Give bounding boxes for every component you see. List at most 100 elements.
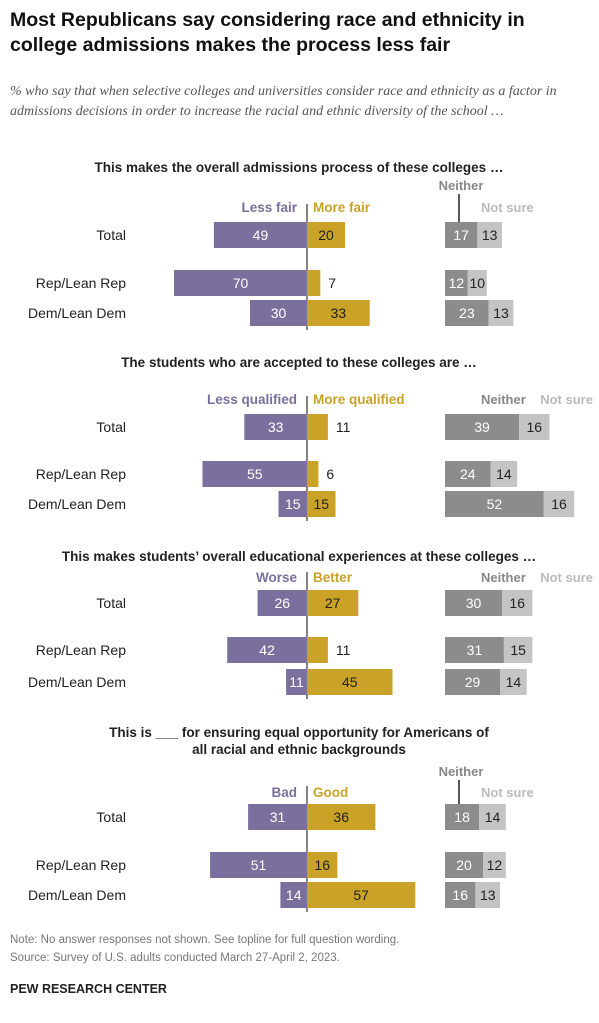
- legend-positive: More qualified: [313, 392, 405, 407]
- bar-not-sure: [488, 300, 514, 326]
- bar-neither: [445, 637, 504, 663]
- bar-neither: [445, 804, 480, 830]
- value-label-positive: 15: [313, 496, 329, 512]
- source-text: Source: Survey of U.S. adults conducted …: [10, 952, 340, 964]
- value-label-positive: 36: [333, 809, 349, 825]
- bar-negative: [248, 804, 307, 830]
- panel-title: all racial and ethnic backgrounds: [192, 742, 406, 757]
- value-label-positive: 16: [314, 857, 330, 873]
- value-label-not-sure: 13: [493, 305, 509, 321]
- value-label-negative: 55: [247, 466, 263, 482]
- category-label: Total: [96, 419, 126, 435]
- legend-positive: More fair: [313, 200, 371, 215]
- value-label-positive: 11: [336, 642, 351, 658]
- legend-not-sure: Not sure: [481, 785, 534, 800]
- value-label-positive: 11: [336, 419, 351, 435]
- bar-positive: [307, 637, 328, 663]
- category-label: Dem/Lean Dem: [28, 674, 126, 690]
- bar-positive: [307, 461, 319, 487]
- bar-neither: [445, 852, 483, 878]
- bar-not-sure: [477, 222, 502, 248]
- value-label-neither: 23: [459, 305, 475, 321]
- value-label-not-sure: 13: [482, 227, 498, 243]
- value-label-positive: 45: [342, 674, 358, 690]
- value-label-negative: 11: [289, 674, 304, 690]
- value-label-neither: 30: [466, 595, 482, 611]
- bar-positive: [307, 270, 321, 296]
- bar-negative: [210, 852, 307, 878]
- bar-neither: [445, 222, 478, 248]
- value-label-positive: 27: [325, 595, 341, 611]
- bar-positive: [307, 590, 359, 616]
- value-label-not-sure: 12: [487, 857, 503, 873]
- legend-negative: Less qualified: [207, 392, 297, 407]
- value-label-negative: 30: [271, 305, 287, 321]
- bar-positive: [307, 414, 328, 440]
- legend-neither: Neither: [439, 178, 484, 193]
- bar-not-sure: [500, 669, 527, 695]
- bar-not-sure: [483, 852, 506, 878]
- value-label-negative: 51: [251, 857, 267, 873]
- bar-neither: [445, 300, 489, 326]
- category-label: Rep/Lean Rep: [36, 857, 127, 873]
- bar-not-sure: [475, 882, 501, 908]
- bar-negative: [227, 637, 307, 663]
- value-label-not-sure: 14: [496, 466, 512, 482]
- value-label-neither: 20: [456, 857, 472, 873]
- bar-not-sure: [502, 590, 533, 616]
- value-label-not-sure: 16: [527, 419, 543, 435]
- bar-positive: [307, 300, 370, 326]
- bar-neither: [445, 669, 501, 695]
- category-label: Rep/Lean Rep: [36, 275, 127, 291]
- panel-title: This makes the overall admissions proces…: [95, 160, 504, 175]
- legend-positive: Good: [313, 785, 348, 800]
- value-label-neither: 17: [453, 227, 469, 243]
- legend-neither: Neither: [481, 392, 526, 407]
- category-label: Dem/Lean Dem: [28, 305, 126, 321]
- legend-neither: Neither: [481, 570, 526, 585]
- bar-neither: [445, 414, 520, 440]
- value-label-neither: 24: [460, 466, 476, 482]
- legend-not-sure: Not sure: [540, 570, 593, 585]
- category-label: Total: [96, 595, 126, 611]
- legend-not-sure: Not sure: [540, 392, 593, 407]
- panel-title: This makes students’ overall educational…: [62, 549, 536, 564]
- value-label-negative: 31: [270, 809, 286, 825]
- bar-negative: [286, 669, 307, 695]
- bar-not-sure: [490, 461, 518, 487]
- value-label-neither: 52: [487, 496, 503, 512]
- value-label-neither: 16: [452, 887, 468, 903]
- value-label-neither: 39: [474, 419, 490, 435]
- value-label-positive: 20: [318, 227, 334, 243]
- bar-negative: [244, 414, 307, 440]
- bar-positive: [307, 669, 393, 695]
- value-label-negative: 49: [253, 227, 269, 243]
- category-label: Rep/Lean Rep: [36, 642, 127, 658]
- category-label: Total: [96, 809, 126, 825]
- bar-negative: [174, 270, 307, 296]
- value-label-negative: 33: [268, 419, 284, 435]
- bar-negative: [202, 461, 307, 487]
- bar-not-sure: [467, 270, 487, 296]
- value-label-positive: 57: [353, 887, 369, 903]
- bar-not-sure: [479, 804, 506, 830]
- chart-subtitle: % who say that when selective colleges a…: [10, 84, 557, 119]
- value-label-negative: 26: [275, 595, 291, 611]
- legend-negative: Worse: [256, 570, 298, 585]
- bar-not-sure: [503, 637, 533, 663]
- value-label-not-sure: 14: [485, 809, 501, 825]
- category-label: Rep/Lean Rep: [36, 466, 127, 482]
- legend-not-sure: Not sure: [481, 200, 534, 215]
- bar-negative: [250, 300, 307, 326]
- value-label-positive: 6: [326, 466, 334, 482]
- value-label-not-sure: 16: [551, 496, 567, 512]
- value-label-neither: 29: [465, 674, 481, 690]
- bar-neither: [445, 491, 544, 517]
- bar-neither: [445, 270, 468, 296]
- bar-not-sure: [519, 414, 550, 440]
- bar-negative: [278, 491, 307, 517]
- bar-positive: [307, 804, 376, 830]
- bar-positive: [307, 222, 345, 248]
- value-label-neither: 12: [449, 275, 465, 291]
